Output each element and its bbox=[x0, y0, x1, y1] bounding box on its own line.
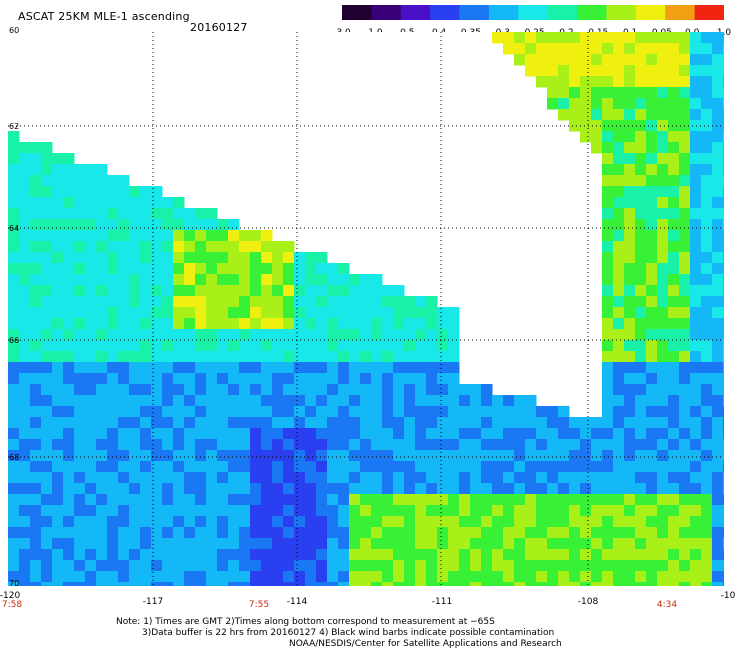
lat-label-66: 66 bbox=[9, 336, 20, 345]
map-grid bbox=[8, 32, 724, 586]
note-line-2: 3)Data buffer is 22 hrs from 20160127 4)… bbox=[142, 628, 555, 638]
colorbar-swatch bbox=[694, 5, 725, 20]
time-label-left: 7:58 bbox=[1, 600, 23, 610]
note-line-1: Note: 1) Times are GMT 2)Times along bot… bbox=[116, 617, 495, 627]
colorbar-swatch bbox=[665, 5, 696, 20]
note-line-3: NOAA/NESDIS/Center for Satellite Applica… bbox=[289, 639, 562, 649]
colorbar bbox=[342, 5, 725, 20]
colorbar-swatch bbox=[577, 5, 607, 20]
colorbar-swatch bbox=[430, 5, 461, 20]
lat-label-62: 62 bbox=[9, 122, 20, 131]
colorbar-swatch bbox=[606, 5, 637, 20]
plot-title: ASCAT 25KM MLE-1 ascending bbox=[18, 10, 190, 23]
lon-label-117: -117 bbox=[142, 597, 164, 607]
colorbar-swatch bbox=[547, 5, 578, 20]
colorbar-swatch bbox=[488, 5, 519, 20]
map-panel bbox=[8, 32, 724, 586]
lat-label-70: 70 bbox=[9, 579, 20, 588]
colorbar-swatch bbox=[342, 5, 372, 20]
colorbar-swatch bbox=[371, 5, 402, 20]
colorbar-swatch bbox=[518, 5, 549, 20]
colorbar-swatch bbox=[635, 5, 666, 20]
colorbar-swatches bbox=[342, 5, 725, 20]
lon-label-114: -114 bbox=[286, 597, 308, 607]
lon-label-111: -111 bbox=[431, 597, 453, 607]
colorbar-swatch bbox=[400, 5, 431, 20]
lat-label-64: 64 bbox=[9, 224, 20, 233]
time-label-right: 4:34 bbox=[656, 600, 678, 610]
colorbar-swatch bbox=[459, 5, 490, 20]
lon-label-108: -108 bbox=[577, 597, 599, 607]
lon-label-120: -120 bbox=[0, 591, 21, 601]
lon-label-105: -10 bbox=[720, 591, 736, 601]
lat-label-68: 68 bbox=[9, 453, 20, 462]
plot-date: 20160127 bbox=[190, 21, 248, 34]
lat-label-60: 60 bbox=[9, 26, 20, 35]
time-label-mid: 7:55 bbox=[248, 600, 270, 610]
